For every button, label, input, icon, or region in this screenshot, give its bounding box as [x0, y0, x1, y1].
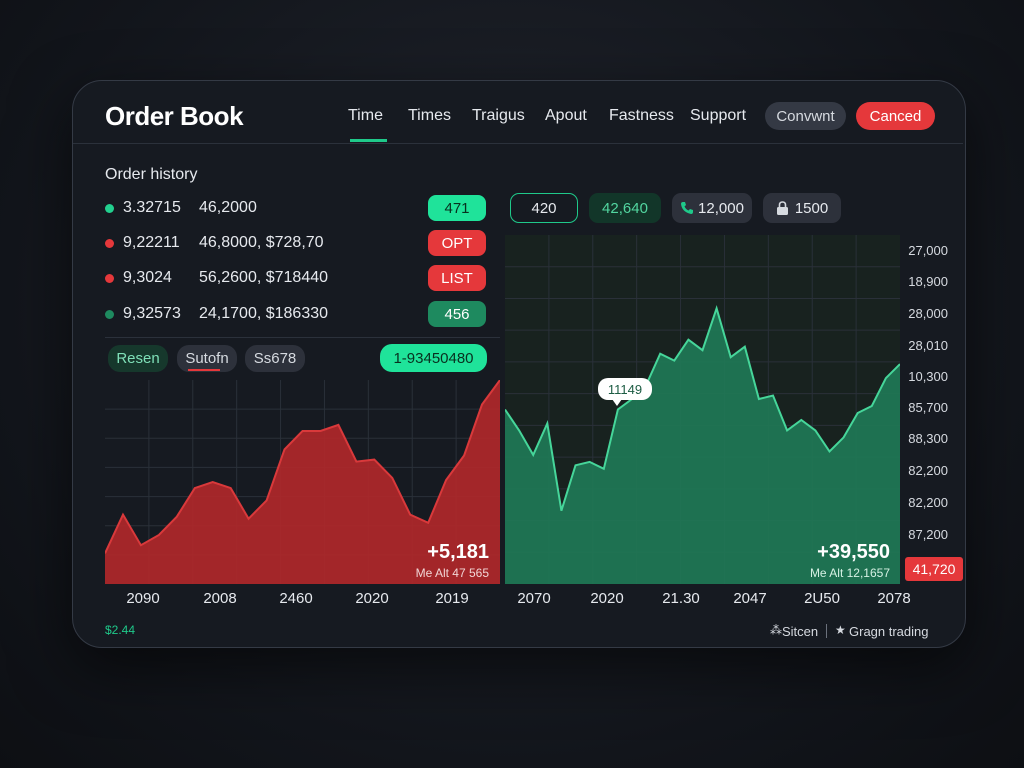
x-label: 2090 — [126, 590, 160, 607]
tab[interactable]: Resen — [108, 345, 168, 372]
tab[interactable]: Sutofn — [177, 345, 237, 372]
tab[interactable]: Ss678 — [245, 345, 305, 372]
lock-icon — [776, 200, 788, 215]
section-title: Order history — [105, 166, 198, 183]
nav-link[interactable]: Times — [408, 107, 451, 124]
y-label: 10,300 — [908, 369, 948, 384]
x-label: 2020 — [355, 590, 389, 607]
order-badge[interactable]: LIST — [428, 265, 486, 291]
nav-link[interactable]: Traigus — [472, 107, 525, 124]
y-label: 18,900 — [908, 274, 948, 289]
y-label: 85,700 — [908, 400, 948, 415]
order-badge[interactable]: 471 — [428, 195, 486, 221]
order-id: 9,22211 — [123, 234, 180, 251]
y-label: 28,010 — [908, 338, 948, 353]
right-chart — [505, 235, 900, 584]
tooltip-tail — [612, 399, 622, 406]
stat[interactable]: 1500 — [763, 193, 841, 223]
area — [105, 380, 500, 584]
x-label: 2460 — [279, 590, 313, 607]
order-detail: 56,2600, $718440 — [199, 269, 329, 286]
stat-text: 1500 — [794, 199, 829, 217]
order-id: 3.32715 — [123, 199, 181, 216]
status-dot — [105, 274, 114, 283]
nav-underline — [350, 139, 387, 142]
tab-value[interactable]: 1-93450480 — [380, 344, 487, 372]
footer-link[interactable]: Gragn trading — [849, 624, 929, 639]
x-label: 2019 — [435, 590, 469, 607]
x-label: 21.30 — [662, 590, 700, 607]
convert-button[interactable]: Convwnt — [765, 102, 846, 130]
x-label: 2047 — [733, 590, 767, 607]
stat-text: 12,000 — [698, 199, 744, 217]
divider — [105, 337, 500, 338]
order-detail: 24,1700, $186330 — [199, 305, 329, 322]
y-label: 87,200 — [908, 527, 948, 542]
area-line — [505, 304, 900, 511]
phone-icon — [681, 202, 694, 214]
y-label: 88,300 — [908, 431, 948, 446]
footer-icon: ★ — [835, 623, 846, 637]
stat[interactable]: 42,640 — [589, 193, 661, 223]
area-line — [105, 380, 500, 554]
nav-link[interactable]: Fastness — [609, 107, 674, 124]
nav-link[interactable]: Apout — [545, 107, 587, 124]
area — [505, 308, 900, 584]
status-dot — [105, 204, 114, 213]
x-label: 2020 — [590, 590, 624, 607]
footer-sep — [826, 624, 827, 638]
chart-change: +39,550 — [817, 541, 890, 563]
order-badge[interactable]: OPT — [428, 230, 486, 256]
tab-underline — [188, 369, 220, 371]
x-label: 2078 — [877, 590, 911, 607]
status-dot — [105, 310, 114, 319]
cancel-button[interactable]: Canced — [856, 102, 935, 130]
order-badge[interactable]: 456 — [428, 301, 486, 327]
y-label: 27,000 — [908, 243, 948, 258]
status-dot — [105, 239, 114, 248]
title: Order Book — [105, 101, 244, 131]
y-label: 82,200 — [908, 463, 948, 478]
current-price: 41,720 — [905, 557, 963, 581]
balance: $2.44 — [105, 623, 136, 637]
y-label: 28,000 — [908, 306, 948, 321]
chart-tooltip: 11149 — [598, 378, 652, 400]
y-label: 82,200 — [908, 495, 948, 510]
x-label: 2U50 — [804, 590, 840, 607]
chart-note: Me Alt 47 565 — [415, 566, 489, 580]
x-label: 2008 — [203, 590, 237, 607]
x-label: 2070 — [517, 590, 551, 607]
divider — [73, 143, 963, 144]
order-id: 9,3024 — [123, 269, 172, 286]
stat[interactable]: 12,000 — [672, 193, 752, 223]
chart-note: Me Alt 12,1657 — [809, 566, 890, 580]
order-id: 9,32573 — [123, 305, 181, 322]
stat[interactable]: 420 — [510, 193, 578, 223]
nav-link[interactable]: Time — [348, 107, 383, 124]
nav-link[interactable]: Support — [690, 107, 747, 124]
footer-icon: ⁂ — [770, 623, 782, 637]
chart-change: +5,181 — [427, 541, 489, 563]
order-detail: 46,8000, $728,70 — [199, 234, 324, 251]
footer-link[interactable]: Sitcen — [782, 624, 819, 639]
order-detail: 46,2000 — [199, 199, 257, 216]
left-chart — [105, 380, 500, 584]
